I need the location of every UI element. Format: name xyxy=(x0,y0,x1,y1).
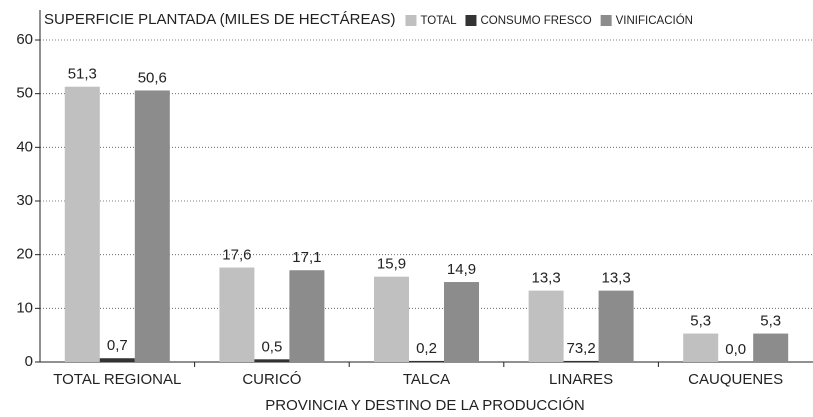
bar xyxy=(563,360,599,362)
y-tick-label: 50 xyxy=(16,85,33,102)
data-label: 50,6 xyxy=(138,69,167,86)
legend-swatch xyxy=(465,15,477,26)
data-label: 0,7 xyxy=(107,337,128,354)
y-tick-label: 0 xyxy=(25,353,33,370)
bar xyxy=(753,333,789,362)
data-label: 0,2 xyxy=(416,340,437,357)
data-label: 15,9 xyxy=(377,256,406,273)
legend-label: CONSUMO FRESCO xyxy=(480,15,591,27)
data-label: 17,6 xyxy=(222,247,251,264)
bar xyxy=(99,358,135,362)
x-tick-label: TOTAL REGIONAL xyxy=(53,371,181,388)
x-tick-label: CAUQUENES xyxy=(688,371,783,388)
data-label: 0,5 xyxy=(261,338,282,355)
bar xyxy=(134,90,170,363)
y-tick-label: 10 xyxy=(16,299,33,316)
legend-swatch xyxy=(405,15,417,26)
bar xyxy=(444,282,479,362)
data-label: 0,0 xyxy=(725,341,746,358)
legend-swatch xyxy=(600,15,612,26)
x-tick-label: CURICÓ xyxy=(242,371,301,388)
x-axis-label: PROVINCIA Y DESTINO DE LA PRODUCCIÓN xyxy=(265,397,585,414)
data-label: 13,3 xyxy=(601,270,630,287)
bar xyxy=(219,267,255,362)
bar xyxy=(64,86,100,362)
data-label: 17,1 xyxy=(292,249,321,266)
y-tick-label: 30 xyxy=(16,192,33,209)
legend-label: VINIFICACIÓN xyxy=(616,14,693,27)
data-label: 5,3 xyxy=(760,313,781,330)
data-label: 51,3 xyxy=(68,66,97,83)
x-tick-label: TALCA xyxy=(403,371,450,388)
x-tick-label: LINARES xyxy=(549,371,613,388)
y-tick-label: 20 xyxy=(16,246,33,263)
bar xyxy=(598,290,634,362)
bar xyxy=(374,276,409,362)
bar xyxy=(528,290,564,362)
y-tick-label: 60 xyxy=(16,31,33,48)
data-label: 14,9 xyxy=(447,261,476,278)
data-label: 73,2 xyxy=(566,340,595,357)
bar xyxy=(409,360,444,362)
data-label: 5,3 xyxy=(690,313,711,330)
bar xyxy=(683,333,719,362)
y-tick-label: 40 xyxy=(16,138,33,155)
chart-title: SUPERFICIE PLANTADA (MILES DE HECTÁREAS) xyxy=(44,11,395,28)
bar xyxy=(289,270,325,362)
legend-label: TOTAL xyxy=(420,15,457,27)
data-label: 13,3 xyxy=(531,270,560,287)
bar xyxy=(254,359,290,362)
